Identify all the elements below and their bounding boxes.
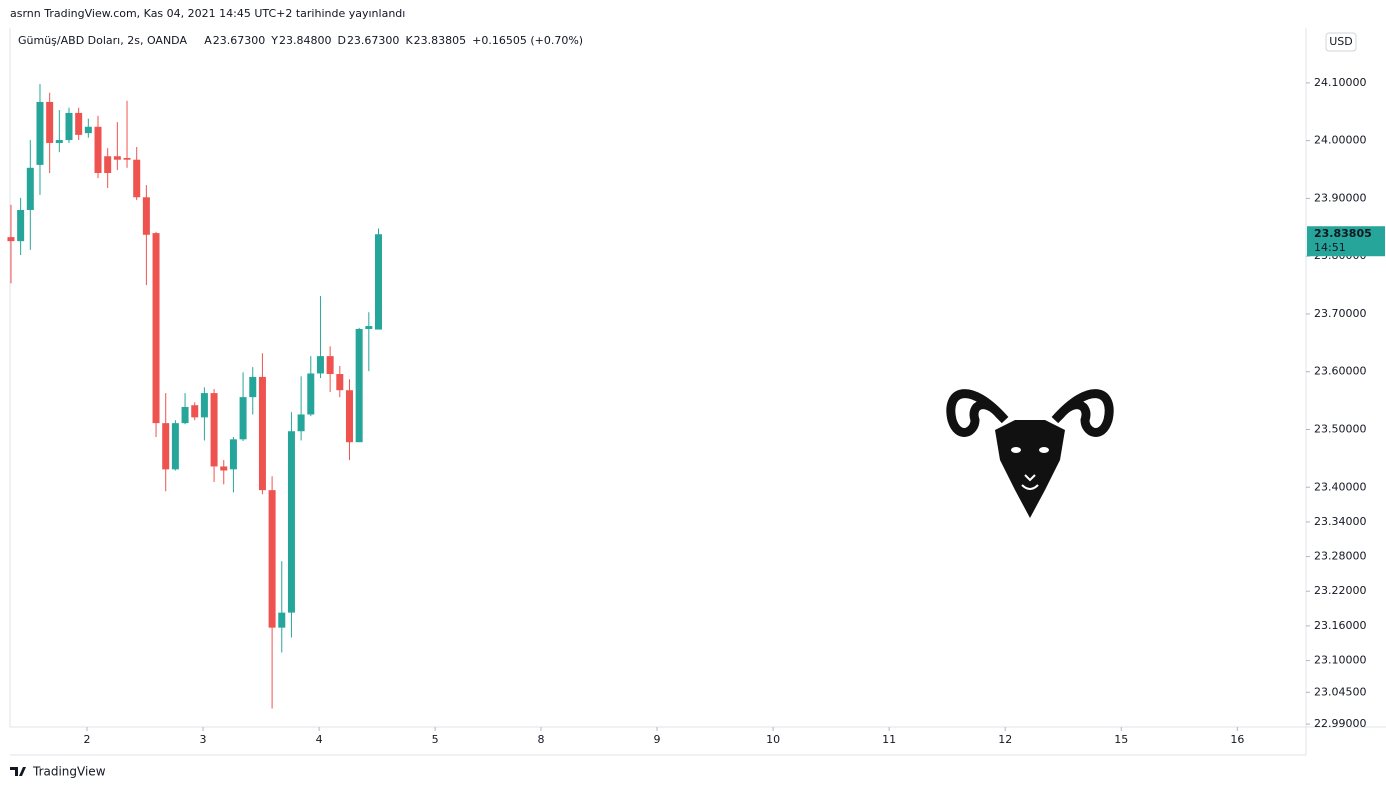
candle-body <box>220 466 228 471</box>
ohlc-key: A <box>204 34 212 47</box>
candle-body <box>123 157 131 160</box>
candle-body <box>297 414 305 432</box>
candle-body <box>142 197 150 235</box>
candle-body <box>316 356 324 374</box>
x-tick-label: 11 <box>882 733 896 746</box>
ohlc-key: K <box>405 34 413 47</box>
candle-body <box>26 167 34 210</box>
y-tick-label: 24.00000 <box>1314 134 1367 147</box>
candle-body <box>336 374 344 391</box>
candle-body <box>345 390 353 443</box>
candle-body <box>200 393 208 418</box>
candle-body <box>239 397 247 440</box>
legend-header: Gümüş/ABD Doları, 2s, OANDA A 23.67300 Y 23… <box>18 34 583 47</box>
x-tick-label: 8 <box>537 733 544 746</box>
change: +0.16505 (+0.70%) <box>472 34 583 47</box>
candle-body <box>287 431 295 613</box>
candle-body <box>249 376 257 398</box>
footer-brand: TradingView <box>32 765 106 779</box>
x-tick-label: 5 <box>432 733 439 746</box>
ohlc-value: 23.67300 <box>213 34 266 47</box>
candle-body <box>374 234 382 330</box>
y-tick-label: 23.28000 <box>1314 550 1367 563</box>
candle-body <box>133 159 141 198</box>
candle-body <box>55 140 63 143</box>
ohlc-key: D <box>337 34 345 47</box>
ohlc-key: Y <box>270 34 278 47</box>
y-tick-label: 23.04500 <box>1314 685 1367 698</box>
y-tick-label: 23.16000 <box>1314 619 1367 632</box>
y-tick-label: 23.10000 <box>1314 654 1367 667</box>
candle-body <box>46 101 54 143</box>
candle-body <box>365 326 373 329</box>
candle-body <box>191 405 199 418</box>
candle-body <box>268 490 276 628</box>
candle-body <box>355 328 363 443</box>
y-tick-label: 23.40000 <box>1314 480 1367 493</box>
candle-body <box>65 112 73 141</box>
candle-body <box>181 406 189 424</box>
y-tick-label: 23.60000 <box>1314 365 1367 378</box>
footer-logo: TradingView <box>10 765 106 779</box>
ohlc-value: 23.67300 <box>347 34 400 47</box>
x-tick-label: 16 <box>1230 733 1244 746</box>
x-tick-label: 12 <box>998 733 1012 746</box>
candle-body <box>113 156 121 160</box>
symbol: Gümüş/ABD Doları, 2s, OANDA <box>18 34 187 47</box>
x-tick-label: 4 <box>316 733 323 746</box>
y-tick-label: 23.22000 <box>1314 584 1367 597</box>
published-note: asrnn TradingView.com, Kas 04, 2021 14:4… <box>10 7 405 20</box>
candle-body <box>75 112 83 135</box>
candle-body <box>152 233 160 424</box>
candle-body <box>7 237 15 242</box>
candle-body <box>17 209 25 242</box>
currency-button[interactable] <box>1325 32 1357 52</box>
y-tick-label: 22.99000 <box>1314 717 1367 730</box>
candle-body <box>258 376 266 491</box>
y-tick-label: 23.50000 <box>1314 422 1367 435</box>
x-tick-label: 15 <box>1114 733 1128 746</box>
candle-body <box>229 439 237 470</box>
candle-body <box>36 101 44 165</box>
candle-body <box>210 393 218 467</box>
candle-body <box>278 612 286 628</box>
candle-body <box>326 356 334 375</box>
ohlc-value: 23.83805 <box>414 34 467 47</box>
candle-body <box>104 156 112 173</box>
candle-body <box>84 126 92 134</box>
candle-body <box>307 373 315 415</box>
x-tick-label: 9 <box>654 733 661 746</box>
last-price-tag <box>1307 226 1385 257</box>
x-tick-label: 10 <box>766 733 780 746</box>
candle-body <box>94 126 102 173</box>
candle-body <box>162 423 170 470</box>
x-tick-label: 3 <box>200 733 207 746</box>
x-tick-label: 2 <box>83 733 90 746</box>
ohlc-value: 23.84800 <box>279 34 332 47</box>
y-tick-label: 23.70000 <box>1314 307 1367 320</box>
plot <box>7 84 382 709</box>
y-tick-label: 24.10000 <box>1314 76 1367 89</box>
y-tick-label: 23.90000 <box>1314 191 1367 204</box>
goat-image <box>946 389 1114 518</box>
countdown: 14:51 <box>1314 241 1346 254</box>
currency[interactable]: USD <box>1329 35 1353 48</box>
y-tick-label: 23.34000 <box>1314 515 1367 528</box>
last-price-label: 23.83805 <box>1314 227 1372 240</box>
candle-body <box>171 423 179 470</box>
